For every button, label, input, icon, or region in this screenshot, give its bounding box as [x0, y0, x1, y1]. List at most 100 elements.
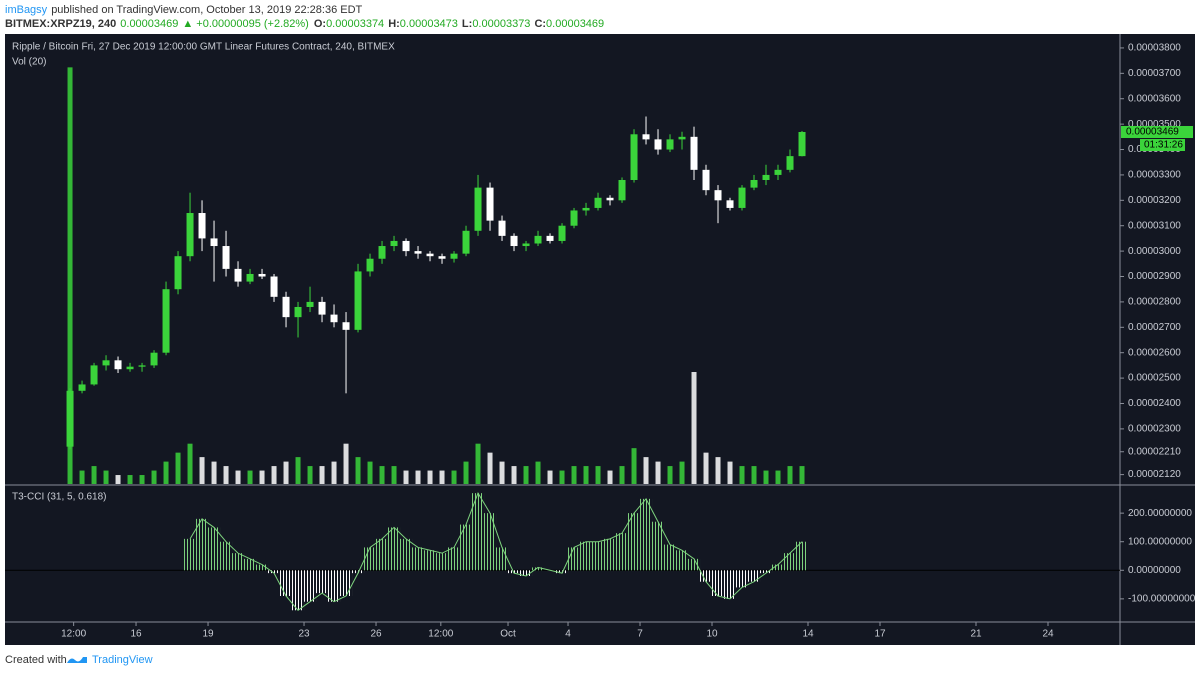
y-tick-label: 0.00002120 [1128, 469, 1181, 480]
last: 0.00003469 [120, 18, 178, 30]
y-tick-label: 0.00003700 [1128, 68, 1181, 79]
y-tick-label: 0.00002210 [1128, 446, 1181, 457]
cci-bar [256, 564, 269, 571]
user[interactable]: imBagsy [5, 4, 48, 16]
cci-bar [700, 570, 713, 582]
x-tick-label: 19 [202, 629, 214, 640]
candle-body [234, 268, 242, 282]
cci-bar [448, 547, 461, 571]
candle-body [486, 187, 494, 221]
cci-bar [772, 564, 785, 571]
candle-body [270, 276, 278, 297]
cci-bar [676, 550, 689, 571]
cci-bar [664, 544, 677, 571]
candle-body [414, 251, 422, 254]
cci-bar [280, 570, 293, 596]
candle-body [402, 240, 410, 252]
cci-bar [736, 570, 749, 588]
cci-bar [388, 527, 401, 571]
cci-bar [460, 524, 473, 571]
volume-bar [667, 466, 673, 484]
volume-bar [463, 461, 469, 484]
volume-bar [283, 461, 289, 484]
x-tick-label: 10 [706, 629, 718, 640]
cci-bar [748, 570, 761, 582]
y-tick-label: 0.00002600 [1128, 347, 1181, 358]
publish-line: imBagsy published on TradingView.com, Oct… [5, 4, 363, 16]
volume-bar [607, 470, 613, 484]
candle-body [498, 220, 506, 236]
x-tick-label: Oct [500, 629, 516, 640]
cci-bar [784, 553, 797, 571]
candle-body [606, 197, 614, 201]
c-label: C: [534, 18, 546, 30]
candle-body [534, 235, 542, 244]
c-value: 0.00003469 [546, 18, 604, 30]
volume-bar [679, 461, 685, 484]
volume-bar [499, 461, 505, 484]
price-tag-label: 0.00003469 [1126, 127, 1179, 138]
cci-bar [592, 541, 605, 571]
volume-label: Vol (20) [12, 57, 46, 68]
candle-body [318, 301, 326, 315]
volume-bar [787, 466, 793, 484]
volume-bar [427, 470, 433, 484]
candle-body [522, 243, 530, 247]
candle-body [618, 180, 626, 201]
l-label: L: [462, 18, 472, 30]
cci-bar [760, 570, 773, 574]
volume-bar [163, 461, 169, 484]
y-tick-label: 0.00003500 [1128, 119, 1181, 130]
candle-body [246, 273, 254, 282]
cci-line [189, 492, 803, 611]
volume-bar [487, 452, 493, 484]
candle-body [66, 390, 74, 447]
footer-created: Created with [5, 654, 67, 666]
cci-bar [796, 541, 809, 571]
volume-bar [475, 443, 481, 484]
volume-bar [595, 466, 601, 484]
candle-body [150, 352, 158, 366]
volume-bar [211, 461, 217, 484]
cci-title: T3-CCI (31, 5, 0.618) [12, 492, 106, 503]
cci-bar [532, 567, 545, 571]
volume-bar [415, 470, 421, 484]
volume-bar [619, 466, 625, 484]
volume-bar [79, 470, 85, 484]
candle-body [750, 180, 758, 188]
volume-bar [259, 470, 265, 484]
candle-body [366, 258, 374, 272]
y-tick-label: 0.00002800 [1128, 297, 1181, 308]
footer-brand[interactable]: TradingView [92, 654, 153, 666]
volume-bar [67, 67, 73, 485]
symbol-line: BITMEX:XRPZ19, 240 0.00003469 ▲ +0.00000095… [5, 18, 604, 30]
x-tick-label: 23 [298, 629, 310, 640]
candle-body [786, 156, 794, 170]
volume-bar [583, 466, 589, 484]
cci-bar [604, 538, 617, 571]
x-tick-label: 21 [970, 629, 982, 640]
volume-bar [127, 475, 133, 484]
candle-body [510, 235, 518, 247]
x-tick-label: 24 [1042, 629, 1054, 640]
volume-bar [175, 452, 181, 484]
cci-bar [412, 547, 425, 571]
volume-bar [523, 466, 529, 484]
candle-body [738, 187, 746, 208]
l-value: 0.00003373 [472, 18, 530, 30]
x-tick-label: 7 [637, 629, 643, 640]
volume-bar [799, 466, 805, 484]
volume-bar [271, 466, 277, 484]
volume-bar [331, 461, 337, 484]
candle-body [474, 187, 482, 231]
cci-bar [436, 553, 449, 571]
candle-body [378, 246, 386, 259]
volume-bar [307, 466, 313, 484]
y-tick-label: 200.00000000 [1128, 508, 1192, 519]
candle-body [582, 207, 590, 211]
candle-body [690, 136, 698, 170]
y-tick-label: 0.00003600 [1128, 93, 1181, 104]
candle-body [546, 235, 554, 241]
volume-bar [91, 466, 97, 484]
volume-bar [115, 475, 121, 484]
